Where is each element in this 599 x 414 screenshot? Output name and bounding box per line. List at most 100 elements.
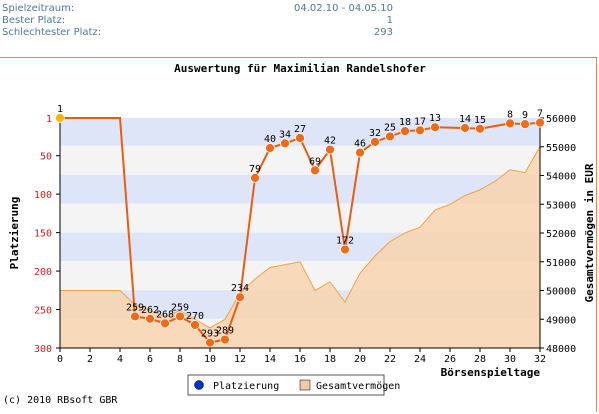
rank-data-label: 7 (537, 109, 543, 120)
rank-data-label: 40 (264, 134, 276, 145)
wealth-area (60, 146, 541, 348)
rank-data-label: 79 (249, 164, 261, 175)
rank-data-label: 293 (201, 329, 219, 340)
rank-point (505, 118, 515, 129)
rank-data-label: 9 (522, 110, 528, 121)
legend: Platzierung Gesamtvermögen (187, 374, 400, 396)
legend-box (187, 374, 385, 396)
x-tick-label: 16 (294, 354, 306, 365)
rank-point (130, 311, 140, 322)
legend-rank-label: Platzierung (213, 381, 279, 392)
rank-point (385, 131, 395, 142)
rank-point (325, 144, 335, 155)
rank-data-label: 69 (309, 156, 321, 167)
y2-tick-label: 52000 (546, 229, 576, 240)
legend-wealth-label: Gesamtvermögen (316, 381, 400, 392)
rank-data-label: 270 (186, 311, 204, 322)
x-tick-label: 6 (147, 354, 153, 365)
rank-data-label: 13 (429, 113, 441, 124)
x-tick-label: 2 (87, 354, 93, 365)
rank-data-label: 259 (171, 302, 189, 313)
y2-tick-label: 56000 (546, 114, 576, 125)
rank-data-label: 259 (126, 302, 144, 313)
rank-point (250, 173, 260, 183)
y2-axis-label: Gesamtvermögen in EUR (583, 163, 596, 302)
y-axis-label: Platzierung (8, 197, 21, 270)
x-tick-label: 30 (504, 354, 516, 365)
legend-rank-icon (194, 380, 204, 390)
rank-data-label: 172 (336, 236, 354, 247)
stat-value: 293 (373, 27, 393, 38)
x-tick-label: 8 (177, 354, 183, 365)
y2-tick-label: 55000 (546, 143, 576, 154)
x-tick-label: 20 (354, 354, 366, 365)
rank-point (460, 123, 470, 133)
rank-point (520, 119, 530, 130)
y-tick-label: 50 (40, 152, 52, 163)
rank-data-label: 289 (216, 326, 234, 337)
rank-point (355, 147, 365, 158)
rank-point (310, 165, 320, 176)
rank-point (190, 320, 200, 330)
stat-row-worst: Schlechtester Platz: 293 (0, 27, 599, 39)
rank-point (475, 123, 485, 134)
rank-data-label: 15 (474, 115, 486, 126)
x-axis-label: Börsenspieltage (441, 366, 541, 379)
rank-point (535, 117, 545, 128)
y-tick-label: 300 (34, 344, 52, 355)
rank-point (235, 292, 245, 303)
rank-point (415, 125, 425, 136)
rank-point (205, 337, 215, 348)
y2-tick-label: 50000 (546, 287, 576, 298)
x-tick-label: 26 (444, 354, 456, 365)
stat-label: Spielzeitraum: (2, 3, 75, 14)
y-tick-label: 150 (34, 229, 52, 240)
x-tick-label: 32 (534, 354, 546, 365)
rank-point (430, 122, 440, 133)
wealth-area-fill (60, 146, 540, 348)
rank-point (280, 138, 290, 149)
chart-frame (0, 57, 597, 412)
stat-row-period: Spielzeitraum: 04.02.10 - 04.05.10 (0, 3, 599, 15)
y-tick-label: 200 (34, 267, 52, 278)
rank-data-label: 27 (294, 124, 306, 135)
y-tick-label: 250 (34, 306, 52, 317)
rank-point (265, 143, 275, 153)
x-tick-label: 10 (204, 354, 216, 365)
rank-data-label: 34 (279, 129, 291, 140)
wealth-line (60, 146, 541, 329)
stat-label: Bester Platz: (2, 15, 66, 26)
y2-tick-label: 54000 (546, 172, 576, 183)
y-tick-label: 100 (34, 190, 52, 201)
rank-point (175, 311, 185, 322)
stat-value: 1 (386, 15, 393, 26)
rank-point (220, 334, 230, 345)
legend-wealth-icon (299, 379, 311, 391)
stat-value: 04.02.10 - 04.05.10 (293, 3, 393, 14)
y2-tick-label: 49000 (546, 315, 576, 326)
y2-tick-label: 51000 (546, 258, 576, 269)
rank-point (370, 136, 380, 147)
rank-point (55, 113, 65, 123)
y2-tick-label: 53000 (546, 200, 576, 211)
rank-point (160, 318, 170, 329)
rank-data-label: 262 (141, 305, 159, 316)
rank-data-label: 46 (354, 139, 366, 150)
rank-data-label: 32 (369, 128, 381, 139)
x-tick-label: 18 (324, 354, 336, 365)
copyright: (c) 2010 RBsoft GBR (3, 395, 118, 406)
stat-label: Schlechtester Platz: (2, 27, 102, 38)
y2-tick-label: 48000 (546, 344, 576, 355)
rank-data-label: 25 (384, 122, 396, 133)
rank-data-label: 8 (507, 109, 513, 120)
rank-data-label: 42 (324, 136, 336, 147)
rank-data-label: 268 (156, 309, 174, 320)
rank-point (145, 313, 155, 324)
rank-point (400, 126, 410, 136)
x-tick-label: 28 (474, 354, 486, 365)
x-tick-label: 4 (117, 354, 123, 365)
x-tick-label: 24 (414, 354, 426, 365)
y-tick-label: 1 (46, 114, 52, 125)
